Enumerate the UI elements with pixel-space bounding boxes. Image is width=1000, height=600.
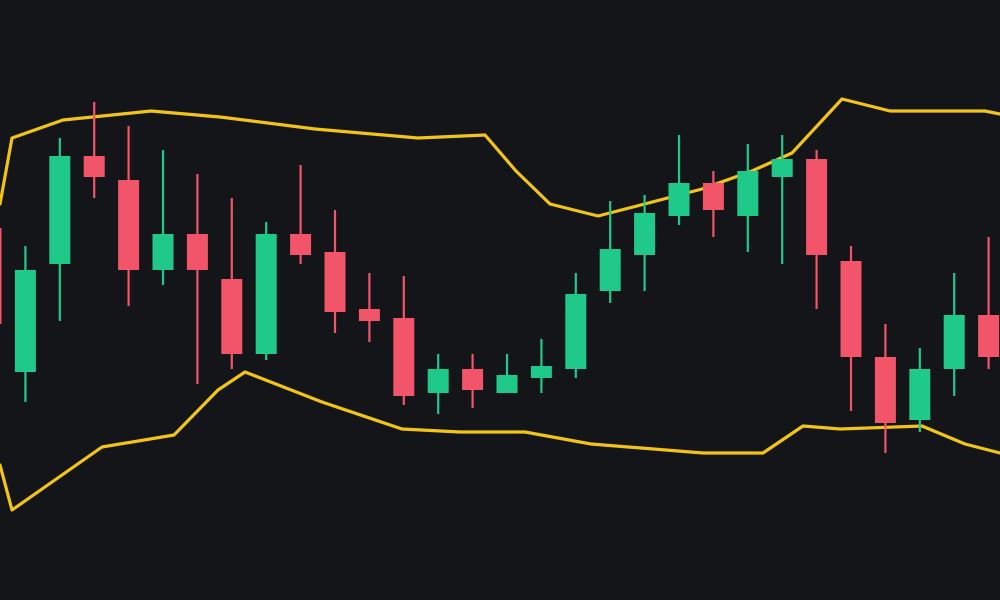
candle-up bbox=[634, 195, 656, 291]
candle-down bbox=[118, 126, 140, 306]
candle-up bbox=[14, 246, 36, 402]
upper-band-line bbox=[0, 97, 1000, 218]
candle-down bbox=[874, 324, 896, 453]
candle-down bbox=[83, 102, 105, 198]
candle-body bbox=[943, 315, 965, 369]
candle-body bbox=[358, 309, 380, 321]
candle-body bbox=[840, 261, 862, 357]
candle-layer bbox=[0, 102, 1000, 453]
candle-down bbox=[186, 174, 208, 384]
candle-down bbox=[978, 237, 1000, 369]
candle-up bbox=[565, 273, 587, 378]
candle-down bbox=[358, 273, 380, 342]
lower-band-layer bbox=[0, 370, 1000, 512]
candle-up bbox=[943, 273, 965, 396]
candle-body bbox=[806, 159, 828, 255]
candle-up bbox=[599, 201, 621, 303]
candle-up bbox=[737, 144, 759, 252]
candle-body bbox=[255, 234, 277, 354]
candle-body bbox=[14, 270, 36, 372]
candle-body bbox=[909, 369, 931, 420]
candle-up bbox=[427, 354, 449, 414]
candle-body bbox=[496, 375, 518, 393]
candle-down bbox=[840, 246, 862, 411]
candle-body bbox=[324, 252, 346, 312]
candle-body bbox=[83, 156, 105, 177]
candle-body bbox=[427, 369, 449, 393]
candle-body bbox=[221, 279, 243, 354]
candle-up bbox=[152, 150, 174, 285]
candle-up bbox=[255, 222, 277, 360]
candle-body bbox=[599, 249, 621, 291]
candle-body bbox=[530, 366, 552, 378]
candle-down bbox=[806, 150, 828, 309]
lower-band-line bbox=[0, 370, 1000, 512]
candle-body bbox=[737, 171, 759, 216]
candle-body bbox=[152, 234, 174, 270]
upper-band-layer bbox=[0, 97, 1000, 218]
candle-body bbox=[874, 357, 896, 423]
candle-down bbox=[324, 210, 346, 333]
candle-body bbox=[668, 183, 690, 216]
candle-down bbox=[221, 198, 243, 369]
candle-down bbox=[290, 165, 312, 264]
candle-body bbox=[634, 213, 656, 255]
candle-up bbox=[530, 339, 552, 393]
candle-body bbox=[462, 369, 484, 390]
candle-down bbox=[702, 171, 724, 237]
candle-body bbox=[702, 183, 724, 210]
candle-body bbox=[393, 318, 415, 396]
candle-body bbox=[565, 294, 587, 369]
candle-body bbox=[771, 159, 793, 177]
candle-body bbox=[290, 234, 312, 255]
candle-body bbox=[978, 315, 1000, 357]
candle-up bbox=[496, 354, 518, 393]
candle-body bbox=[186, 234, 208, 270]
candle-body bbox=[49, 156, 71, 264]
candle-up bbox=[668, 135, 690, 225]
candle-body bbox=[118, 180, 140, 270]
candle-down bbox=[0, 228, 2, 324]
candle-up bbox=[771, 135, 793, 264]
candle-down bbox=[462, 354, 484, 408]
candle-up bbox=[49, 138, 71, 321]
candle-body bbox=[0, 228, 2, 324]
candle-up bbox=[909, 348, 931, 432]
candle-down bbox=[393, 276, 415, 405]
